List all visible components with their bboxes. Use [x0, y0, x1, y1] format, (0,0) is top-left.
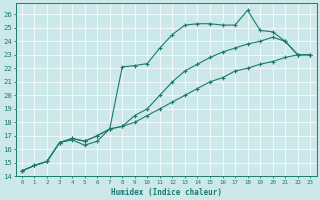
- X-axis label: Humidex (Indice chaleur): Humidex (Indice chaleur): [111, 188, 222, 197]
